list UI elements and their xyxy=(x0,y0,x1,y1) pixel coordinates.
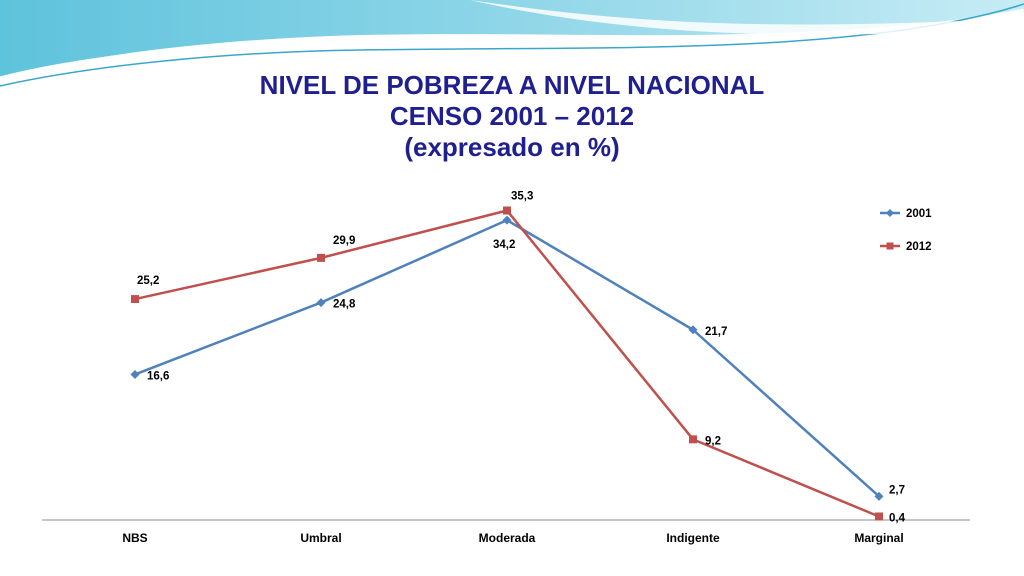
legend-label-2001: 2001 xyxy=(906,208,932,220)
x-tick-label-nbs: NBS xyxy=(122,531,147,545)
data-point-2012-umbral xyxy=(317,253,325,262)
data-label-2001-nbs: 16,6 xyxy=(147,370,169,382)
x-tick-label-umbral: Umbral xyxy=(300,531,341,545)
chart-title-line-2: CENSO 2001 – 2012 xyxy=(389,101,635,131)
chart-title: NIVEL DE POBREZA A NIVEL NACIONAL CENSO … xyxy=(0,70,1024,163)
legend-label-2012: 2012 xyxy=(906,241,932,253)
data-point-2001-moderada xyxy=(502,215,512,225)
data-label-2001-moderada: 34,2 xyxy=(493,239,515,251)
data-point-2001-nbs xyxy=(130,369,140,379)
data-label-2012-indigente: 9,2 xyxy=(705,435,721,447)
series-line-2012 xyxy=(134,209,880,518)
x-tick-label-moderada: Moderada xyxy=(479,531,536,545)
data-label-2012-umbral: 29,9 xyxy=(333,235,355,247)
legend-marker-2012 xyxy=(886,242,894,250)
data-label-2001-indigente: 21,7 xyxy=(705,326,727,338)
data-label-2001-umbral: 24,8 xyxy=(333,299,356,311)
data-label-2012-moderada: 35,3 xyxy=(511,191,533,203)
data-point-2001-indigente xyxy=(688,325,698,335)
x-tick-label-marginal: Marginal xyxy=(854,531,903,545)
chart-title-line-3: (expresado en %) xyxy=(404,132,620,162)
data-point-2012-marginal xyxy=(875,512,883,521)
data-label-2001-marginal: 2,7 xyxy=(889,484,905,496)
data-label-2012-nbs: 25,2 xyxy=(137,275,159,287)
data-point-2012-moderada xyxy=(503,206,511,215)
x-tick-label-indigente: Indigente xyxy=(666,531,720,545)
legend-marker-2001 xyxy=(886,209,894,217)
chart-title-line-1: NIVEL DE POBREZA A NIVEL NACIONAL xyxy=(259,70,765,100)
series-line-2001 xyxy=(134,218,880,498)
data-point-2012-nbs xyxy=(131,295,139,304)
header-wave-decoration xyxy=(0,0,1024,87)
data-point-2012-indigente xyxy=(689,435,697,444)
data-point-2001-marginal xyxy=(874,491,884,501)
data-point-2001-umbral xyxy=(316,298,326,308)
data-label-2012-marginal: 0,4 xyxy=(889,512,906,524)
